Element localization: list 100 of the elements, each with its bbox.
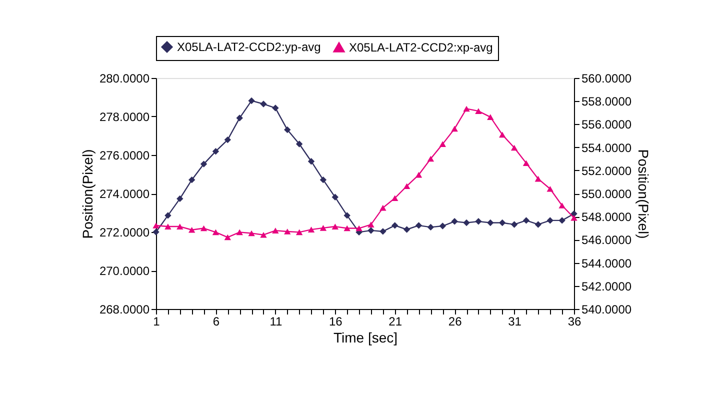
- point: [403, 226, 410, 233]
- point: [212, 229, 220, 236]
- y-axis-title: Position(Pixel): [79, 149, 96, 239]
- y-tick-label: 270.0000: [99, 264, 150, 278]
- point: [224, 234, 232, 240]
- point: [284, 228, 291, 234]
- point: [308, 226, 315, 232]
- point: [427, 156, 434, 162]
- point: [380, 204, 386, 211]
- point: [200, 225, 208, 232]
- y2-tick-label: 548.0000: [582, 210, 632, 224]
- point: [356, 225, 362, 232]
- x-axis-title: Time [sec]: [333, 330, 398, 346]
- point: [439, 141, 446, 147]
- point: [463, 106, 470, 112]
- y-tick-label: 280.0000: [99, 72, 150, 86]
- point: [415, 222, 422, 229]
- point: [320, 225, 327, 231]
- point: [236, 229, 243, 236]
- point: [164, 212, 172, 219]
- point: [260, 100, 267, 108]
- point: [534, 176, 542, 182]
- point: [188, 226, 196, 233]
- point: [570, 210, 578, 218]
- y-tick-label: 278.0000: [99, 110, 150, 124]
- y2-tick-label: 554.0000: [582, 140, 632, 155]
- y-tick-label: 272.0000: [99, 226, 150, 240]
- point: [272, 104, 279, 112]
- y2-tick-label: 540.0000: [582, 302, 632, 316]
- point: [522, 217, 530, 224]
- point: [534, 221, 542, 228]
- y2-axis-title: Position(Pixel): [636, 149, 652, 239]
- point: [344, 212, 350, 219]
- point: [380, 228, 386, 235]
- y2-tick-label: 558.0000: [582, 94, 632, 109]
- point: [332, 194, 338, 201]
- point: [475, 218, 482, 225]
- y2-tick-label: 552.0000: [582, 164, 632, 178]
- point: [558, 202, 566, 208]
- point: [224, 136, 232, 144]
- point: [498, 219, 506, 226]
- point: [415, 172, 422, 178]
- x-tick-label: 21: [388, 314, 402, 328]
- x-tick-label: 6: [212, 314, 220, 328]
- point: [320, 176, 327, 184]
- point: [368, 227, 374, 234]
- x-tick-label: 26: [448, 314, 462, 328]
- y2-tick-label: 550.0000: [582, 187, 632, 201]
- point: [248, 97, 255, 104]
- point: [498, 132, 506, 138]
- point: [522, 160, 530, 166]
- x-tick-label: 31: [508, 314, 522, 328]
- point: [439, 222, 446, 230]
- point: [248, 230, 255, 236]
- point: [308, 158, 315, 165]
- x-tick-label: 1: [153, 314, 160, 328]
- point: [546, 217, 554, 224]
- point: [475, 108, 482, 114]
- point: [272, 228, 279, 234]
- point: [487, 219, 494, 226]
- point: [463, 219, 470, 226]
- point: [176, 195, 184, 202]
- point: [546, 186, 554, 192]
- point: [451, 218, 458, 225]
- y-tick-label: 276.0000: [99, 148, 150, 162]
- point: [188, 176, 196, 184]
- y-tick-label: 268.0000: [99, 302, 150, 316]
- point: [558, 217, 566, 224]
- point: [368, 222, 374, 228]
- legend-label: X05LA-LAT2-CCD2:xp-avg: [349, 40, 493, 54]
- point: [296, 140, 303, 148]
- point: [332, 224, 338, 230]
- x-tick-label: 36: [568, 314, 582, 328]
- x-tick-label: 11: [270, 314, 282, 328]
- y2-tick-label: 560.0000: [582, 72, 632, 86]
- y2-tick-label: 546.0000: [582, 233, 632, 248]
- point: [284, 126, 291, 134]
- point: [212, 148, 220, 155]
- point: [164, 224, 172, 230]
- point: [487, 114, 494, 120]
- point: [427, 224, 434, 231]
- point: [296, 229, 303, 236]
- point: [200, 160, 208, 168]
- y-tick-label: 274.0000: [99, 187, 150, 201]
- x-tick-label: 16: [328, 314, 343, 328]
- point: [403, 183, 410, 190]
- point: [510, 221, 518, 228]
- point: [392, 195, 398, 202]
- y2-tick-label: 544.0000: [582, 256, 632, 270]
- point: [152, 222, 160, 228]
- point: [152, 228, 160, 236]
- point: [176, 224, 184, 230]
- y2-tick-label: 556.0000: [582, 118, 632, 132]
- legend-label: X05LA-LAT2-CCD2:yp-avg: [177, 40, 321, 54]
- point: [236, 114, 243, 122]
- point: [570, 214, 578, 221]
- point: [344, 225, 350, 232]
- y2-tick-label: 542.0000: [582, 279, 632, 294]
- point: [260, 232, 267, 238]
- point: [510, 144, 518, 151]
